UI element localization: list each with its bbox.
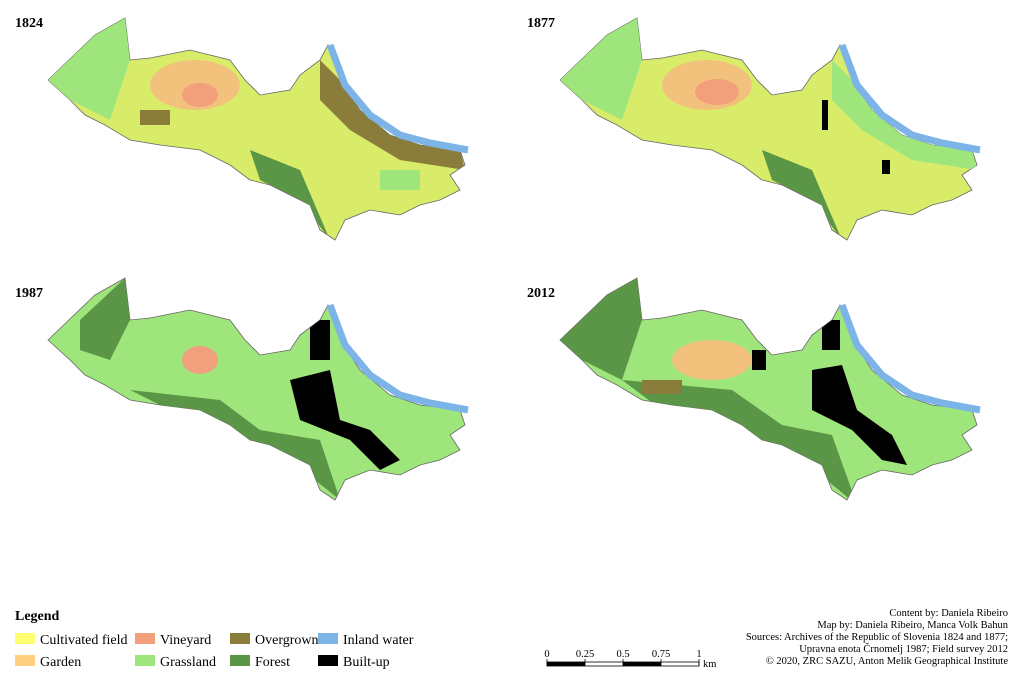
panel-title: 1877 bbox=[527, 16, 555, 31]
credit-line: Sources: Archives of the Republic of Slo… bbox=[746, 632, 1008, 643]
legend-swatch bbox=[15, 633, 35, 644]
legend-swatch bbox=[15, 655, 35, 666]
panel-title: 1824 bbox=[15, 16, 43, 31]
credit-line: Content by: Daniela Ribeiro bbox=[889, 608, 1008, 619]
credit-line: © 2020, ZRC SAZU, Anton Melik Geographic… bbox=[766, 656, 1009, 667]
map-panel: 1987 bbox=[15, 277, 468, 501]
legend-swatch bbox=[135, 633, 155, 644]
legend-swatch bbox=[230, 655, 250, 666]
map-panel: 2012 bbox=[527, 277, 980, 501]
legend-label: Overgrown bbox=[255, 633, 319, 648]
scale-bar: 0 0.25 0.5 0.75 1km bbox=[544, 649, 716, 670]
scale-segment bbox=[547, 662, 585, 666]
scale-label: 1 bbox=[696, 649, 701, 660]
legend-label: Vineyard bbox=[160, 633, 211, 648]
credit-line: Map by: Daniela Ribeiro, Manca Volk Bahu… bbox=[817, 620, 1008, 631]
scale-label: 0.5 bbox=[616, 649, 629, 660]
scale-label: 0 bbox=[544, 649, 549, 660]
legend-label: Built-up bbox=[343, 655, 390, 670]
legend-label: Cultivated field bbox=[40, 633, 127, 648]
scale-label: 0.75 bbox=[652, 649, 670, 660]
legend-swatch bbox=[230, 633, 250, 644]
legend-title: Legend bbox=[15, 609, 60, 624]
panel-title: 2012 bbox=[527, 286, 555, 301]
legend-swatch bbox=[135, 655, 155, 666]
legend-label: Grassland bbox=[160, 655, 216, 670]
map-panel: 1824 bbox=[15, 16, 468, 241]
legend-label: Garden bbox=[40, 655, 81, 670]
legend-label: Inland water bbox=[343, 633, 414, 648]
scale-label: 0.25 bbox=[576, 649, 594, 660]
credit-line: Upravna enota Črnomelj 1987; Field surve… bbox=[799, 643, 1008, 655]
scale-unit: km bbox=[703, 659, 716, 670]
scale-segment bbox=[623, 662, 661, 666]
legend: Cultivated field Vineyard Overgrown Inland … bbox=[15, 633, 414, 670]
panel-title: 1987 bbox=[15, 286, 43, 301]
map-panel: 1877 bbox=[527, 16, 980, 241]
legend-swatch bbox=[318, 633, 338, 644]
legend-swatch bbox=[318, 655, 338, 666]
legend-label: Forest bbox=[255, 655, 290, 670]
